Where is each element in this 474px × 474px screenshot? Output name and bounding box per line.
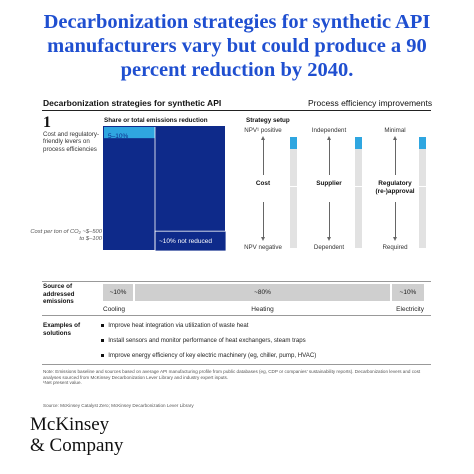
source-segment-heating: ~80%	[135, 284, 390, 301]
cost-bottom-label: NPV negative	[244, 244, 282, 251]
top-rule	[42, 110, 431, 112]
source-name-electricity: Electricity	[396, 306, 424, 313]
headline: Decarbonization strategies for synthetic…	[43, 11, 431, 81]
meter-segment	[419, 199, 426, 212]
meter-segment	[355, 211, 362, 224]
meter-segment	[355, 199, 362, 212]
arrow-line	[263, 202, 264, 238]
meter-segment	[355, 149, 362, 162]
step-description: Cost and regulatory-friendly levers on p…	[43, 131, 100, 153]
cost-top-label: NPV¹ positive	[244, 127, 282, 134]
reduced-share-bar	[104, 127, 155, 139]
regulatory-bottom-label: Required	[382, 244, 408, 251]
meter-segment	[290, 199, 297, 212]
right-section-title: Process efficiency improvements	[308, 98, 433, 108]
arrow-line	[395, 202, 396, 238]
strategy-column-cost: NPV¹ positive Cost NPV negative	[233, 127, 293, 251]
meter-segment	[290, 236, 297, 249]
arrow-up-icon	[260, 136, 265, 140]
supplier-label: Supplier	[316, 180, 342, 187]
arrow-line	[329, 202, 330, 238]
meter-segment	[290, 174, 297, 187]
regulatory-level-meter	[419, 137, 426, 249]
arrow-up-icon	[326, 136, 331, 140]
arrow-down-icon	[260, 237, 265, 241]
meter-segment	[355, 137, 362, 150]
footnote: Note: Emissions baseline and sources bas…	[43, 369, 433, 386]
arrow-line	[263, 139, 264, 175]
example-text: Install sensors and monitor performance …	[108, 337, 306, 344]
arrow-down-icon	[326, 237, 331, 241]
left-section-title: Decarbonization strategies for synthetic…	[43, 98, 222, 108]
bullet-icon	[101, 338, 105, 342]
cost-level-meter	[290, 137, 297, 249]
meter-segment	[355, 223, 362, 236]
note-text: Note: Emissions baseline and sources bas…	[43, 369, 421, 380]
examples-label: Examples of solutions	[43, 322, 81, 337]
meter-segment	[419, 211, 426, 224]
source-name-heating: Heating	[251, 306, 274, 313]
strategy-setup-title: Strategy setup	[246, 117, 290, 124]
meter-segment	[419, 223, 426, 236]
meter-segment	[290, 223, 297, 236]
arrow-line	[329, 139, 330, 175]
source-segment-electricity: ~10%	[391, 284, 424, 301]
regulatory-top-label: Minimal	[384, 127, 406, 134]
supplier-top-label: Independent	[311, 127, 347, 134]
meter-segment	[290, 149, 297, 162]
strategy-column-supplier: Independent Supplier Dependent	[299, 127, 359, 251]
cost-note: Cost per ton of CO₂ ~$–500 to $–100	[30, 229, 102, 243]
regulatory-label: Regulatory (re-)approval	[375, 180, 415, 195]
meter-segment	[290, 211, 297, 224]
mckinsey-logo: McKinsey & Company	[30, 414, 123, 456]
meter-segment	[419, 137, 426, 150]
source-name-cooling: Cooling	[103, 306, 126, 313]
supplier-bottom-label: Dependent	[313, 244, 345, 251]
step-number: 1	[43, 114, 51, 131]
bullet-icon	[101, 323, 105, 327]
footnote-text: ¹Net present value.	[43, 380, 82, 386]
meter-segment	[419, 186, 426, 199]
meter-segment	[290, 137, 297, 150]
meter-segment	[290, 186, 297, 199]
arrow-line	[395, 139, 396, 175]
meter-segment	[290, 161, 297, 174]
source-segment-cooling: ~10%	[103, 284, 134, 301]
divider	[42, 364, 431, 365]
divider	[42, 315, 431, 316]
meter-segment	[355, 161, 362, 174]
source-emissions-bar: ~10% ~80% ~10%	[103, 284, 424, 301]
example-item: Improve heat integration via utilization…	[101, 322, 248, 329]
meter-segment	[355, 236, 362, 249]
meter-segment	[419, 236, 426, 249]
meter-segment	[419, 161, 426, 174]
strategy-column-regulatory: Minimal Regulatory (re-)approval Require…	[365, 127, 425, 251]
example-text: Improve heat integration via utilization…	[108, 322, 249, 329]
meter-segment	[355, 174, 362, 187]
supplier-level-meter	[355, 137, 362, 249]
example-item: Improve energy efficiency of key electri…	[101, 352, 316, 359]
source-text: Source: McKinsey Catalyst Zero; McKinsey…	[43, 403, 194, 408]
not-reduced-label: ~10% not reduced	[159, 238, 212, 245]
source-emissions-label: Source of addressed emissions	[43, 283, 75, 305]
reduced-share-label: 5–10%	[108, 133, 128, 140]
example-item: Install sensors and monitor performance …	[101, 337, 306, 344]
bullet-icon	[101, 353, 105, 357]
divider	[42, 281, 431, 282]
arrow-down-icon	[392, 237, 397, 241]
arrow-up-icon	[392, 136, 397, 140]
meter-segment	[419, 149, 426, 162]
meter-segment	[355, 186, 362, 199]
logo-line1: McKinsey	[30, 414, 110, 435]
logo-line2: & Company	[30, 435, 124, 456]
cost-label: Cost	[255, 180, 271, 187]
example-text: Improve energy efficiency of key electri…	[108, 352, 317, 359]
chart-title: Share or total emissions reduction	[104, 117, 208, 124]
emissions-chart-svg: 5–10% ~10% not reduced	[104, 127, 226, 251]
emissions-reduction-chart: 5–10% ~10% not reduced	[103, 126, 226, 251]
meter-segment	[419, 174, 426, 187]
